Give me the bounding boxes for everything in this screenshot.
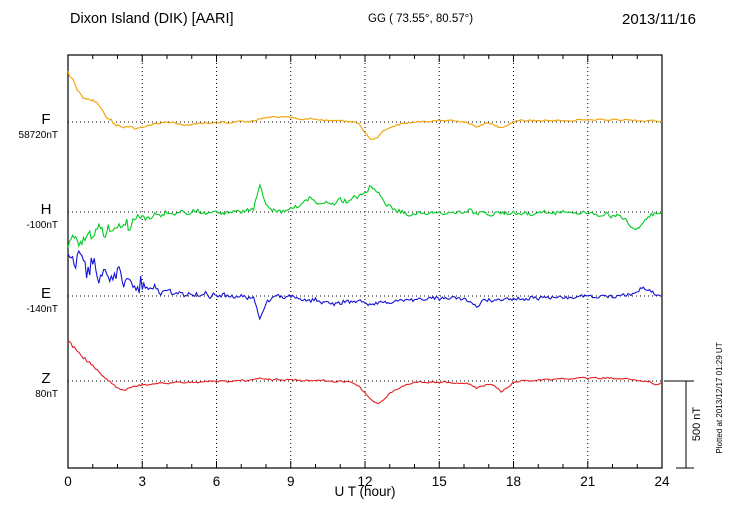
component-baseline-E: -140nT (26, 304, 58, 315)
x-tick-label-0: 0 (64, 474, 72, 489)
x-tick-label-12: 12 (357, 474, 372, 489)
geo-coords: GG ( 73.55°, 80.57°) (368, 13, 473, 25)
x-tick-label-18: 18 (506, 474, 521, 489)
x-tick-label-6: 6 (213, 474, 221, 489)
component-baseline-H: -100nT (26, 220, 58, 231)
trace-Z (67, 340, 663, 405)
station-title: Dixon Island (DIK) [AARI] (70, 11, 234, 27)
trace-F (67, 71, 663, 141)
trace-E (67, 249, 663, 321)
x-tick-label-9: 9 (287, 474, 295, 489)
x-tick-label-21: 21 (580, 474, 595, 489)
plotted-note: Plotted at 2013/12/17 01:29 UT (715, 342, 724, 453)
scalebar-label: 500 nT (691, 407, 703, 442)
x-axis-label: U T (hour) (334, 484, 395, 499)
component-label-F: F (41, 111, 50, 128)
component-label-H: H (41, 201, 52, 218)
trace-H (67, 183, 663, 248)
plot-date: 2013/11/16 (622, 11, 696, 28)
component-baseline-Z: 80nT (35, 389, 58, 400)
component-baseline-F: 58720nT (19, 130, 58, 141)
plot-frame (67, 54, 663, 469)
plot-layer: 0 3 6 9 12 15 18 21 24 F 58720nT H -100nT E -140nT Z 80n… (19, 54, 694, 489)
x-tick-label-24: 24 (654, 474, 670, 489)
component-label-Z: Z (41, 370, 50, 387)
component-label-E: E (41, 285, 51, 302)
x-tick-label-3: 3 (138, 474, 146, 489)
x-tick-label-15: 15 (432, 474, 447, 489)
